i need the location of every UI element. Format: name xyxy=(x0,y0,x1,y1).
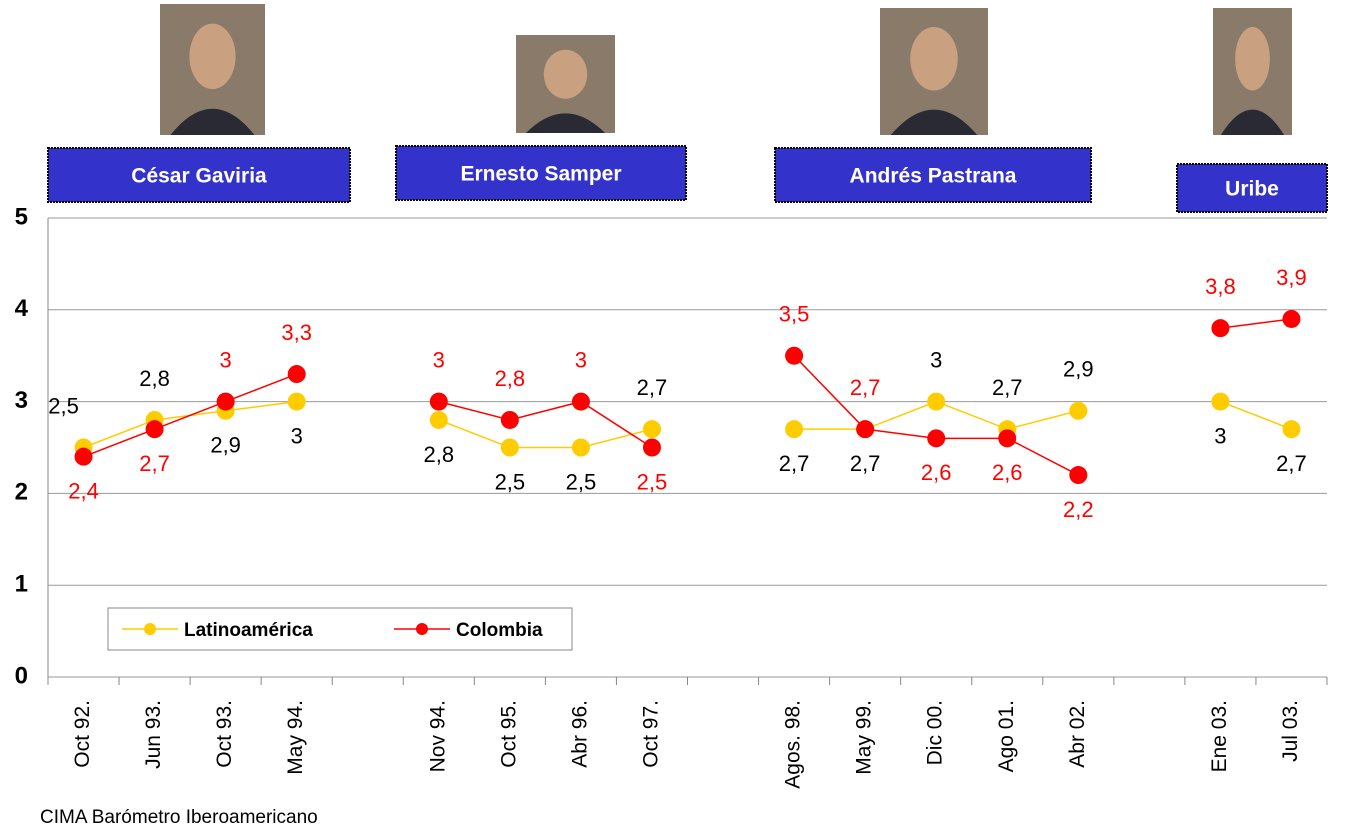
value-label: 2,6 xyxy=(921,460,952,485)
y-tick-label: 4 xyxy=(15,295,29,322)
value-label: 3 xyxy=(930,347,942,372)
value-label: 3 xyxy=(1214,423,1226,448)
value-label: 2,7 xyxy=(1276,451,1307,476)
point xyxy=(146,420,164,438)
value-label: 2,6 xyxy=(992,460,1023,485)
x-tick-label: Oct 97. xyxy=(640,700,663,768)
photo-face xyxy=(1235,27,1270,91)
point xyxy=(572,393,590,411)
x-tick-label: May 94. xyxy=(284,700,307,775)
value-label: 2,8 xyxy=(495,366,526,391)
x-tick-label: Oct 92. xyxy=(71,700,94,768)
president-name: Andrés Pastrana xyxy=(850,165,1017,188)
y-tick-label: 0 xyxy=(15,662,28,689)
value-label: 2,7 xyxy=(139,451,170,476)
value-label: 2,9 xyxy=(1063,357,1094,382)
legend-marker xyxy=(416,623,428,635)
point xyxy=(785,347,803,365)
value-label: 2,7 xyxy=(779,451,810,476)
point xyxy=(998,429,1016,447)
x-tick-label: Dic 00. xyxy=(924,700,947,765)
photo-face xyxy=(544,50,588,99)
point xyxy=(785,420,803,438)
point xyxy=(856,420,874,438)
x-tick-label: Nov 94. xyxy=(426,700,449,772)
value-label: 2,7 xyxy=(850,451,881,476)
value-label: 2,7 xyxy=(850,375,881,400)
chart: CIMA Barómetro Iberoamericano 0 1 2 3 4 5 Césa… xyxy=(0,0,1363,829)
point xyxy=(643,420,661,438)
point xyxy=(1211,393,1229,411)
value-label: 3 xyxy=(433,347,445,372)
president-name: Uribe xyxy=(1225,178,1279,201)
x-tick-label: Oct 95. xyxy=(497,700,520,768)
point xyxy=(430,393,448,411)
x-tick-label: Ene 03. xyxy=(1208,700,1231,772)
value-label: 3 xyxy=(575,347,587,372)
point xyxy=(1211,319,1229,337)
value-label: 3,5 xyxy=(779,302,810,327)
value-label: 3 xyxy=(291,423,303,448)
value-label: 2,5 xyxy=(495,469,526,494)
value-label: 2,5 xyxy=(637,469,668,494)
value-label: 2,7 xyxy=(992,375,1023,400)
president-name: Ernesto Samper xyxy=(460,163,621,186)
value-label: 2,8 xyxy=(139,366,170,391)
x-tick-label: Abr 96. xyxy=(568,700,591,768)
point xyxy=(1282,420,1300,438)
point xyxy=(430,411,448,429)
point xyxy=(927,429,945,447)
point xyxy=(288,393,306,411)
x-tick-label: May 99. xyxy=(853,700,876,775)
series-line xyxy=(84,402,1292,448)
president-name: César Gaviria xyxy=(131,165,267,188)
value-label: 3,8 xyxy=(1205,274,1236,299)
value-label: 2,5 xyxy=(48,393,79,418)
point xyxy=(501,439,519,457)
value-label: 2,7 xyxy=(637,375,668,400)
legend-label: Latinoamérica xyxy=(184,620,313,641)
x-tick-label: Ago 01. xyxy=(995,700,1018,772)
y-tick-label: 1 xyxy=(15,571,28,598)
y-tick-label: 2 xyxy=(15,479,28,506)
point xyxy=(1069,466,1087,484)
y-tick-label: 5 xyxy=(15,203,28,230)
legend-label: Colombia xyxy=(456,620,543,641)
value-label: 3,9 xyxy=(1276,265,1307,290)
value-label: 2,5 xyxy=(566,469,597,494)
photo-face xyxy=(189,24,235,90)
point xyxy=(927,393,945,411)
value-label: 2,2 xyxy=(1063,497,1094,522)
photo-face xyxy=(910,27,958,91)
point xyxy=(1069,402,1087,420)
value-label: 2,8 xyxy=(424,442,455,467)
point xyxy=(75,448,93,466)
legend-marker xyxy=(144,623,156,635)
point xyxy=(217,393,235,411)
x-tick-label: Agos. 98. xyxy=(782,700,805,789)
point xyxy=(643,439,661,457)
source: CIMA Barómetro Iberoamericano xyxy=(40,807,318,828)
point xyxy=(288,365,306,383)
x-tick-label: Jun 93. xyxy=(142,700,165,769)
series-line xyxy=(84,319,1292,475)
x-tick-label: Jul 03. xyxy=(1279,700,1302,762)
value-label: 3,3 xyxy=(281,320,312,345)
value-label: 2,9 xyxy=(210,433,241,458)
x-tick-label: Oct 93. xyxy=(213,700,236,768)
value-label: 2,4 xyxy=(68,478,99,503)
y-tick-label: 3 xyxy=(15,387,28,414)
point xyxy=(1282,310,1300,328)
point xyxy=(501,411,519,429)
x-tick-label: Abr 02. xyxy=(1066,700,1089,768)
point xyxy=(572,439,590,457)
value-label: 3 xyxy=(220,347,232,372)
